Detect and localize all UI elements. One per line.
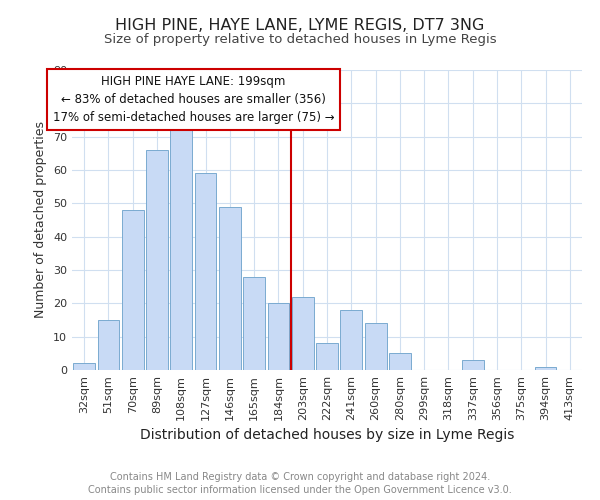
X-axis label: Distribution of detached houses by size in Lyme Regis: Distribution of detached houses by size … [140,428,514,442]
Bar [340,310,362,370]
Bar [535,366,556,370]
Text: Contains public sector information licensed under the Open Government Licence v3: Contains public sector information licen… [88,485,512,495]
Y-axis label: Number of detached properties: Number of detached properties [34,122,47,318]
Bar [194,174,217,370]
Bar [170,126,192,370]
Text: Contains HM Land Registry data © Crown copyright and database right 2024.: Contains HM Land Registry data © Crown c… [110,472,490,482]
Bar [462,360,484,370]
Bar [243,276,265,370]
Text: HIGH PINE HAYE LANE: 199sqm
← 83% of detached houses are smaller (356)
17% of se: HIGH PINE HAYE LANE: 199sqm ← 83% of det… [53,75,334,124]
Bar [365,324,386,370]
Bar [292,296,314,370]
Text: HIGH PINE, HAYE LANE, LYME REGIS, DT7 3NG: HIGH PINE, HAYE LANE, LYME REGIS, DT7 3N… [115,18,485,32]
Bar [97,320,119,370]
Bar [122,210,143,370]
Bar [146,150,168,370]
Bar [316,344,338,370]
Bar [219,206,241,370]
Bar [268,304,289,370]
Bar [73,364,95,370]
Text: Size of property relative to detached houses in Lyme Regis: Size of property relative to detached ho… [104,32,496,46]
Bar [389,354,411,370]
